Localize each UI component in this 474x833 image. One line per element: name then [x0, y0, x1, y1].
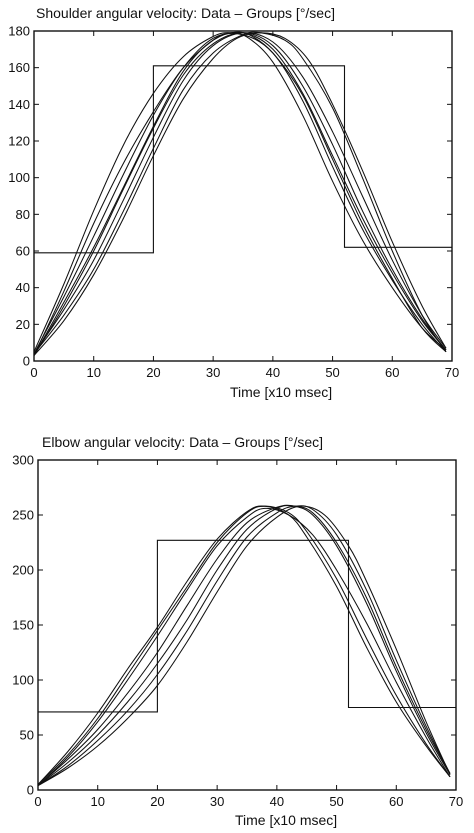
shoulder-plot-area: 0 10 20 30 40 50 60 70 0 20 40 60 80 100 120 140 160 180	[8, 24, 459, 381]
shoulder-y-tick-label: 0	[23, 354, 30, 369]
shoulder-x-tick-label: 30	[206, 365, 220, 380]
elbow-y-tick-label: 100	[12, 673, 34, 688]
shoulder-y-tick-label: 180	[8, 24, 30, 39]
shoulder-x-tick-label: 0	[30, 365, 37, 380]
elbow-data-curve-2	[37, 505, 451, 785]
shoulder-groups-step-line	[34, 65, 452, 254]
shoulder-data-curve-3	[33, 32, 447, 354]
elbow-x-tick-label: 30	[210, 794, 224, 809]
elbow-x-tick-label: 50	[329, 794, 343, 809]
elbow-chart-title: Elbow angular velocity: Data – Groups [°…	[42, 434, 323, 450]
elbow-axes-frame	[37, 459, 457, 791]
elbow-x-tick-label: 70	[449, 794, 463, 809]
shoulder-y-tick-label: 40	[16, 280, 30, 295]
elbow-groups-step-line	[38, 539, 456, 713]
shoulder-data-curve-8	[33, 32, 447, 356]
shoulder-y-tick-label: 80	[16, 207, 30, 222]
shoulder-data-curve-4	[33, 31, 447, 355]
shoulder-y-tick-label: 120	[8, 134, 30, 149]
shoulder-chart-title: Shoulder angular velocity: Data – Groups…	[36, 5, 335, 21]
shoulder-x-tick-label: 50	[325, 365, 339, 380]
elbow-x-axis-label: Time [x10 msec]	[235, 812, 337, 828]
shoulder-data-curve-6	[33, 32, 447, 353]
shoulder-x-tick-label: 40	[266, 365, 280, 380]
shoulder-y-tick-label: 140	[8, 97, 30, 112]
elbow-y-tick-label: 50	[20, 728, 34, 743]
elbow-y-tick-label: 200	[12, 563, 34, 578]
elbow-plot-area: 0 10 20 30 40 50 60 70 0 50 100 150 200 250 300	[12, 453, 463, 810]
shoulder-x-tick-label: 10	[86, 365, 100, 380]
shoulder-y-tick-label: 60	[16, 244, 30, 259]
shoulder-data-curve-5	[33, 32, 447, 356]
shoulder-y-tick-label: 20	[16, 317, 30, 332]
elbow-data-curve-4	[37, 505, 451, 787]
elbow-velocity-chart: Elbow angular velocity: Data – Groups [°…	[12, 434, 463, 828]
shoulder-x-axis-label: Time [x10 msec]	[230, 384, 332, 400]
elbow-data-curve-3	[37, 505, 451, 787]
shoulder-data-curve-2	[33, 31, 447, 356]
shoulder-y-tick-label: 100	[8, 170, 30, 185]
shoulder-x-tick-label: 60	[385, 365, 399, 380]
shoulder-y-tick-label: 160	[8, 60, 30, 75]
elbow-x-tick-label: 20	[150, 794, 164, 809]
shoulder-velocity-chart: Shoulder angular velocity: Data – Groups…	[8, 5, 459, 400]
elbow-y-tick-label: 150	[12, 618, 34, 633]
shoulder-data-curve-7	[33, 32, 447, 354]
elbow-y-tick-label: 0	[27, 783, 34, 798]
elbow-x-tick-label: 0	[34, 794, 41, 809]
elbow-data-curve-7	[37, 504, 451, 786]
elbow-data-curve-5	[37, 505, 451, 787]
shoulder-axes-frame	[33, 30, 453, 362]
shoulder-x-tick-label: 70	[445, 365, 459, 380]
shoulder-data-curve-1	[33, 31, 447, 356]
elbow-x-tick-label: 40	[270, 794, 284, 809]
elbow-y-tick-label: 250	[12, 508, 34, 523]
elbow-x-tick-label: 10	[90, 794, 104, 809]
shoulder-x-tick-label: 20	[146, 365, 160, 380]
elbow-data-curve-6	[37, 507, 451, 786]
elbow-data-curve-1	[37, 505, 451, 785]
elbow-y-tick-label: 300	[12, 453, 34, 468]
elbow-x-tick-label: 60	[389, 794, 403, 809]
